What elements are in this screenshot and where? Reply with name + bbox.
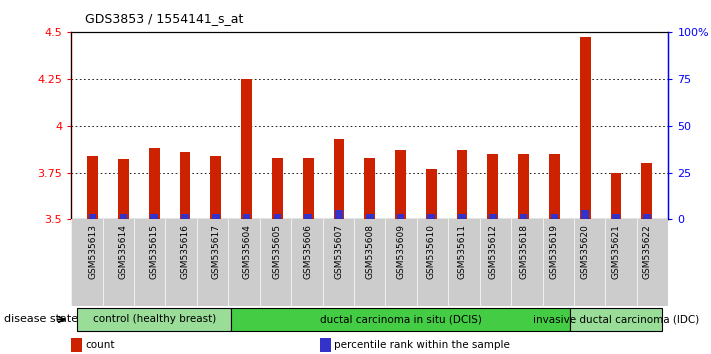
Bar [210,156,221,219]
Bar [149,148,159,219]
Text: invasive ductal carcinoma (IDC): invasive ductal carcinoma (IDC) [533,314,699,325]
Bar [641,163,652,219]
Text: GSM535607: GSM535607 [334,224,343,279]
Text: GSM535616: GSM535616 [181,224,190,279]
Bar [397,214,405,219]
FancyBboxPatch shape [570,308,662,331]
Text: GDS3853 / 1554141_s_at: GDS3853 / 1554141_s_at [85,12,244,25]
Bar [272,158,283,219]
Text: GSM535606: GSM535606 [304,224,313,279]
Bar [89,214,97,219]
Text: GSM535609: GSM535609 [396,224,405,279]
Text: GSM535614: GSM535614 [119,224,128,279]
Bar [427,214,435,219]
Text: GSM535615: GSM535615 [150,224,159,279]
Bar [549,154,560,219]
Bar [366,214,373,219]
Text: GSM535608: GSM535608 [365,224,374,279]
Bar [241,79,252,219]
Bar [458,214,466,219]
Text: GSM535613: GSM535613 [88,224,97,279]
Text: disease state: disease state [4,314,77,325]
Bar [395,150,406,219]
Bar [335,210,343,219]
Bar [181,214,189,219]
Text: count: count [85,340,114,350]
FancyBboxPatch shape [77,308,231,331]
Bar [212,214,220,219]
Text: GSM535604: GSM535604 [242,224,251,279]
Text: GSM535622: GSM535622 [642,224,651,279]
Bar [333,139,344,219]
Bar [274,214,282,219]
Bar [180,152,191,219]
Bar [582,210,589,219]
Bar [426,169,437,219]
Text: ductal carcinoma in situ (DCIS): ductal carcinoma in situ (DCIS) [319,314,481,325]
Text: GSM535605: GSM535605 [273,224,282,279]
Bar [643,214,651,219]
Text: GSM535618: GSM535618 [519,224,528,279]
Text: GSM535617: GSM535617 [211,224,220,279]
Bar [518,154,529,219]
Bar [304,214,312,219]
Bar [303,158,314,219]
Bar [150,214,158,219]
Bar [550,214,558,219]
Text: GSM535612: GSM535612 [488,224,498,279]
Text: GSM535619: GSM535619 [550,224,559,279]
Bar [456,150,467,219]
Bar [242,214,250,219]
Bar [119,214,127,219]
Bar [580,38,591,219]
Text: percentile rank within the sample: percentile rank within the sample [334,340,510,350]
Bar [612,214,620,219]
Bar [611,173,621,219]
Bar [489,214,497,219]
Bar [118,159,129,219]
Text: control (healthy breast): control (healthy breast) [92,314,216,325]
Text: GSM535621: GSM535621 [611,224,621,279]
Text: GSM535610: GSM535610 [427,224,436,279]
Text: GSM535620: GSM535620 [581,224,589,279]
Bar [364,158,375,219]
Bar [488,154,498,219]
Bar [520,214,528,219]
Bar [87,156,98,219]
Text: GSM535611: GSM535611 [458,224,466,279]
FancyBboxPatch shape [231,308,570,331]
